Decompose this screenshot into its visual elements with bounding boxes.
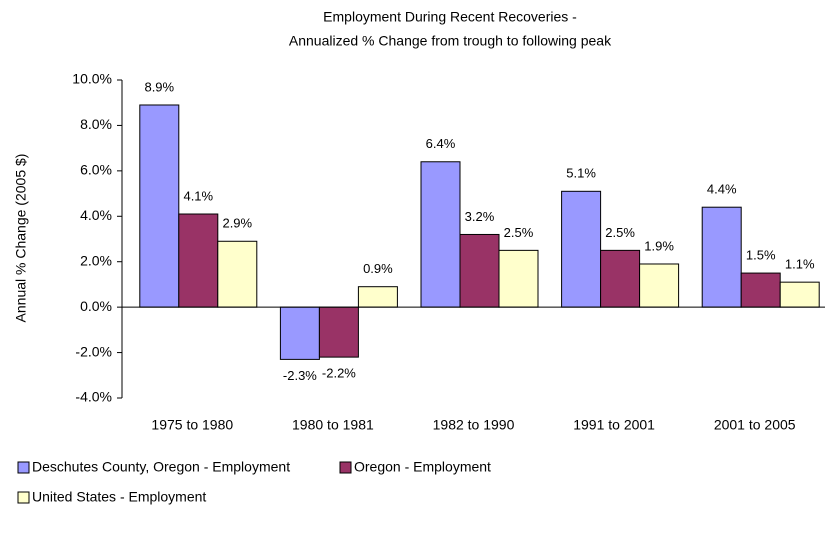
value-label: 2.5% (605, 225, 635, 240)
y-tick-label: 6.0% (80, 162, 112, 178)
bar (279, 306, 320, 360)
value-label: 1.1% (785, 257, 815, 272)
value-label: 1.5% (746, 248, 776, 263)
y-tick-label: -2.0% (75, 343, 112, 359)
y-tick-label: 4.0% (80, 207, 112, 223)
legend-swatch (17, 491, 30, 504)
y-tick-label: 2.0% (80, 252, 112, 268)
value-label: 2.5% (504, 225, 534, 240)
legend-swatch (17, 461, 30, 474)
value-label: 2.9% (222, 216, 252, 231)
x-tick-label: 1982 to 1990 (433, 417, 515, 433)
bar (357, 286, 398, 308)
bar (639, 263, 680, 308)
x-tick-label: 1975 to 1980 (151, 417, 233, 433)
x-tick-label: 2001 to 2005 (714, 417, 796, 433)
bar (498, 249, 539, 308)
legend-label: Deschutes County, Oregon - Employment (32, 459, 290, 475)
x-tick-label: 1980 to 1981 (292, 417, 374, 433)
bar (420, 161, 461, 308)
x-tick-label: 1991 to 2001 (573, 417, 655, 433)
value-label: 4.1% (183, 188, 213, 203)
bar (217, 240, 258, 308)
value-label: 3.2% (465, 209, 495, 224)
bar (178, 213, 219, 308)
value-label: -2.3% (283, 368, 317, 383)
value-label: 8.9% (144, 79, 174, 94)
chart-title: Employment During Recent Recoveries - (323, 9, 577, 25)
value-label: 6.4% (426, 136, 456, 151)
value-label: -2.2% (322, 366, 356, 381)
legend-swatch (339, 461, 352, 474)
bar (740, 272, 781, 308)
y-tick-label: 0.0% (80, 298, 112, 314)
y-tick-label: -4.0% (75, 389, 112, 405)
y-tick-label: 8.0% (80, 116, 112, 132)
bar (779, 281, 820, 308)
bar (701, 206, 742, 308)
chart-subtitle: Annualized % Change from trough to follo… (289, 33, 612, 49)
bar (318, 306, 359, 358)
value-label: 4.4% (707, 182, 737, 197)
bar (600, 249, 641, 308)
value-label: 5.1% (566, 166, 596, 181)
bar (139, 104, 180, 308)
value-label: 1.9% (644, 238, 674, 253)
legend-label: United States - Employment (32, 489, 206, 505)
value-label: 0.9% (363, 261, 393, 276)
legend-label: Oregon - Employment (354, 459, 491, 475)
bar (561, 190, 602, 308)
y-axis-label: Annual % Change (2005 $) (13, 154, 29, 323)
bar (459, 233, 500, 308)
y-tick-label: 10.0% (72, 71, 112, 87)
